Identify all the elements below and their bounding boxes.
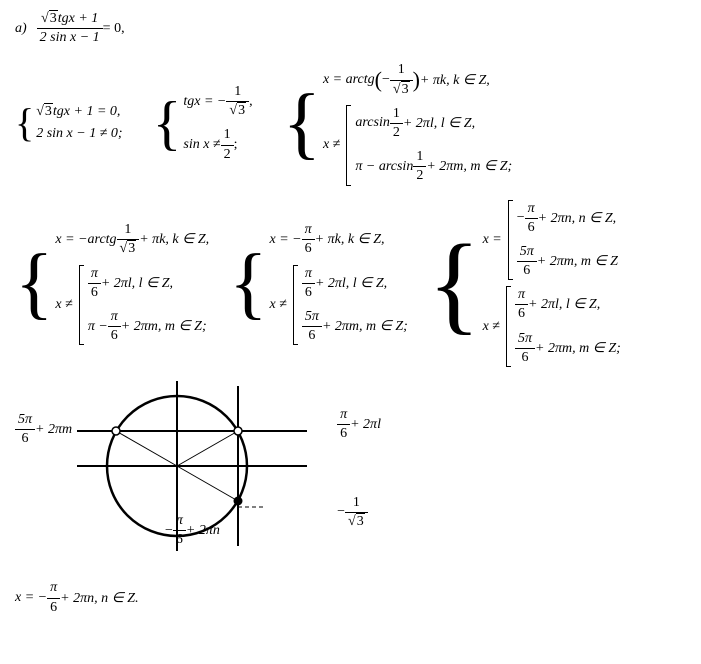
eq-rhs: = 0,: [103, 21, 125, 37]
systems-row-1: { 3tgx + 1 = 0, 2 sin x − 1 ≠ 0; { tgx =…: [15, 61, 686, 185]
problem-equation: а) 3tgx + 1 2 sin x − 1 = 0,: [15, 10, 686, 47]
main-fraction: 3tgx + 1 2 sin x − 1: [37, 10, 103, 47]
label-pi6: π6 + 2πl: [337, 406, 381, 443]
label-5pi6: 5π6 + 2πm: [15, 411, 72, 448]
system-1: { 3tgx + 1 = 0, 2 sin x − 1 ≠ 0;: [15, 104, 123, 142]
final-answer: x = − π6 + 2πn, n ∈ Z.: [15, 579, 686, 616]
systems-row-2: { x = −arctg 13 + πk, k ∈ Z, x ≠ π6 + 2π…: [15, 200, 686, 368]
system-6: { x = −π6 + 2πn, n ∈ Z, 5π6 + 2πm, m ∈ Z…: [428, 200, 621, 368]
system-2: { tgx = − 13 , sin x ≠ 12 ;: [153, 83, 253, 164]
problem-label: а): [15, 21, 27, 37]
label-neg-pi6: − π6 + 2πn: [165, 512, 686, 549]
system-3: { x = arctg ( − 13 ) + πk, k ∈ Z, x ≠ ar…: [283, 61, 513, 185]
system-5: { x = − π6 + πk, k ∈ Z, x ≠ π6 + 2πl, l …: [229, 221, 408, 345]
system-4: { x = −arctg 13 + πk, k ∈ Z, x ≠ π6 + 2π…: [15, 221, 209, 345]
